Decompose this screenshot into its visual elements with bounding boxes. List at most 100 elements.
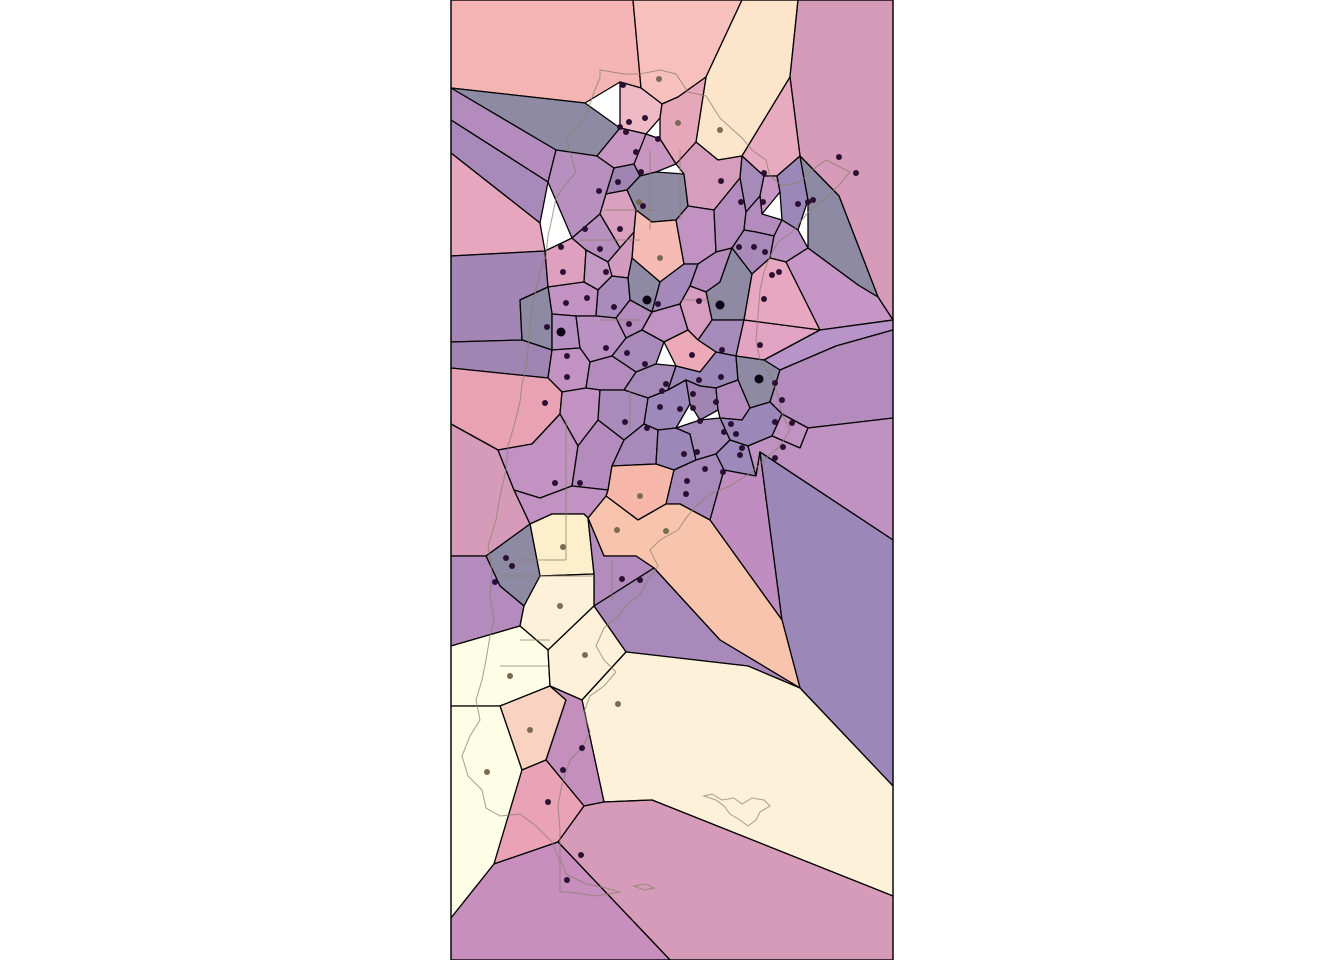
city-point bbox=[690, 391, 696, 397]
city-point bbox=[728, 421, 734, 427]
city-point bbox=[696, 298, 702, 304]
city-point-major bbox=[754, 374, 764, 384]
city-point bbox=[697, 418, 703, 424]
city-point bbox=[560, 767, 566, 773]
city-point bbox=[677, 406, 683, 412]
city-point bbox=[558, 244, 564, 250]
city-point bbox=[492, 579, 498, 585]
city-point bbox=[563, 300, 569, 306]
city-point bbox=[733, 431, 739, 437]
city-point bbox=[564, 374, 570, 380]
city-point-major bbox=[642, 295, 652, 305]
city-point bbox=[681, 451, 687, 457]
city-point bbox=[713, 399, 719, 405]
city-point bbox=[484, 769, 490, 775]
city-point bbox=[772, 380, 778, 386]
city-point bbox=[675, 120, 681, 126]
country-border bbox=[461, 69, 851, 897]
country-outline bbox=[461, 69, 851, 897]
city-point bbox=[795, 201, 801, 207]
city-point bbox=[603, 345, 609, 351]
city-point bbox=[615, 179, 621, 185]
city-point bbox=[637, 577, 643, 583]
city-point bbox=[776, 269, 782, 275]
city-point bbox=[527, 727, 533, 733]
city-point bbox=[659, 388, 665, 394]
city-point bbox=[544, 324, 550, 330]
city-point bbox=[720, 469, 726, 475]
city-point bbox=[552, 480, 558, 486]
city-point bbox=[663, 381, 669, 387]
city-point bbox=[503, 555, 509, 561]
city-point bbox=[694, 449, 700, 455]
city-point-major bbox=[715, 300, 725, 310]
small-island-outline bbox=[632, 883, 656, 891]
city-point bbox=[564, 877, 570, 883]
city-point-major bbox=[556, 327, 566, 337]
city-point bbox=[761, 170, 767, 176]
voronoi-cell bbox=[759, 175, 781, 215]
city-point bbox=[719, 347, 725, 353]
city-point bbox=[689, 352, 695, 358]
city-point bbox=[642, 115, 648, 121]
voronoi-cell bbox=[547, 281, 599, 317]
city-point bbox=[560, 269, 566, 275]
city-point bbox=[564, 353, 570, 359]
city-point bbox=[640, 203, 646, 209]
city-point bbox=[780, 444, 786, 450]
city-point bbox=[617, 226, 623, 232]
city-point bbox=[789, 420, 795, 426]
city-point bbox=[853, 170, 859, 176]
city-point bbox=[577, 480, 583, 486]
city-point bbox=[772, 455, 778, 461]
city-point bbox=[636, 199, 642, 205]
city-point bbox=[584, 295, 590, 301]
city-point bbox=[626, 119, 632, 125]
city-point bbox=[603, 269, 609, 275]
city-point bbox=[622, 419, 628, 425]
city-point bbox=[596, 188, 602, 194]
city-point bbox=[582, 226, 588, 232]
city-point bbox=[637, 493, 643, 499]
city-point bbox=[582, 652, 588, 658]
city-point bbox=[638, 169, 644, 175]
city-point bbox=[633, 149, 639, 155]
city-point bbox=[761, 296, 767, 302]
city-point bbox=[738, 199, 744, 205]
province-border bbox=[500, 150, 720, 667]
city-point bbox=[611, 304, 617, 310]
falkland-islands-outline bbox=[702, 793, 771, 827]
map-panel-border bbox=[450, 0, 894, 960]
city-point bbox=[545, 799, 551, 805]
city-point bbox=[772, 419, 778, 425]
city-point bbox=[578, 852, 584, 858]
city-point bbox=[684, 478, 690, 484]
city-point bbox=[757, 342, 763, 348]
city-point bbox=[702, 466, 708, 472]
city-point bbox=[655, 301, 661, 307]
city-point bbox=[739, 445, 745, 451]
city-point bbox=[721, 429, 727, 435]
city-point bbox=[620, 82, 626, 88]
city-point bbox=[717, 127, 723, 133]
city-point bbox=[656, 76, 662, 82]
city-point bbox=[736, 244, 742, 250]
city-point bbox=[655, 136, 661, 142]
city-point bbox=[762, 249, 768, 255]
city-point bbox=[624, 350, 630, 356]
voronoi-cells bbox=[450, 0, 894, 960]
city-point bbox=[769, 272, 775, 278]
city-point bbox=[626, 321, 632, 327]
city-point bbox=[644, 425, 650, 431]
city-point bbox=[560, 544, 566, 550]
city-point bbox=[737, 452, 743, 458]
city-points bbox=[484, 76, 859, 883]
city-point bbox=[760, 199, 766, 205]
city-point bbox=[509, 563, 515, 569]
city-point bbox=[617, 124, 623, 130]
city-point bbox=[597, 246, 603, 252]
city-point bbox=[810, 197, 816, 203]
city-point bbox=[657, 404, 663, 410]
city-point bbox=[619, 576, 625, 582]
